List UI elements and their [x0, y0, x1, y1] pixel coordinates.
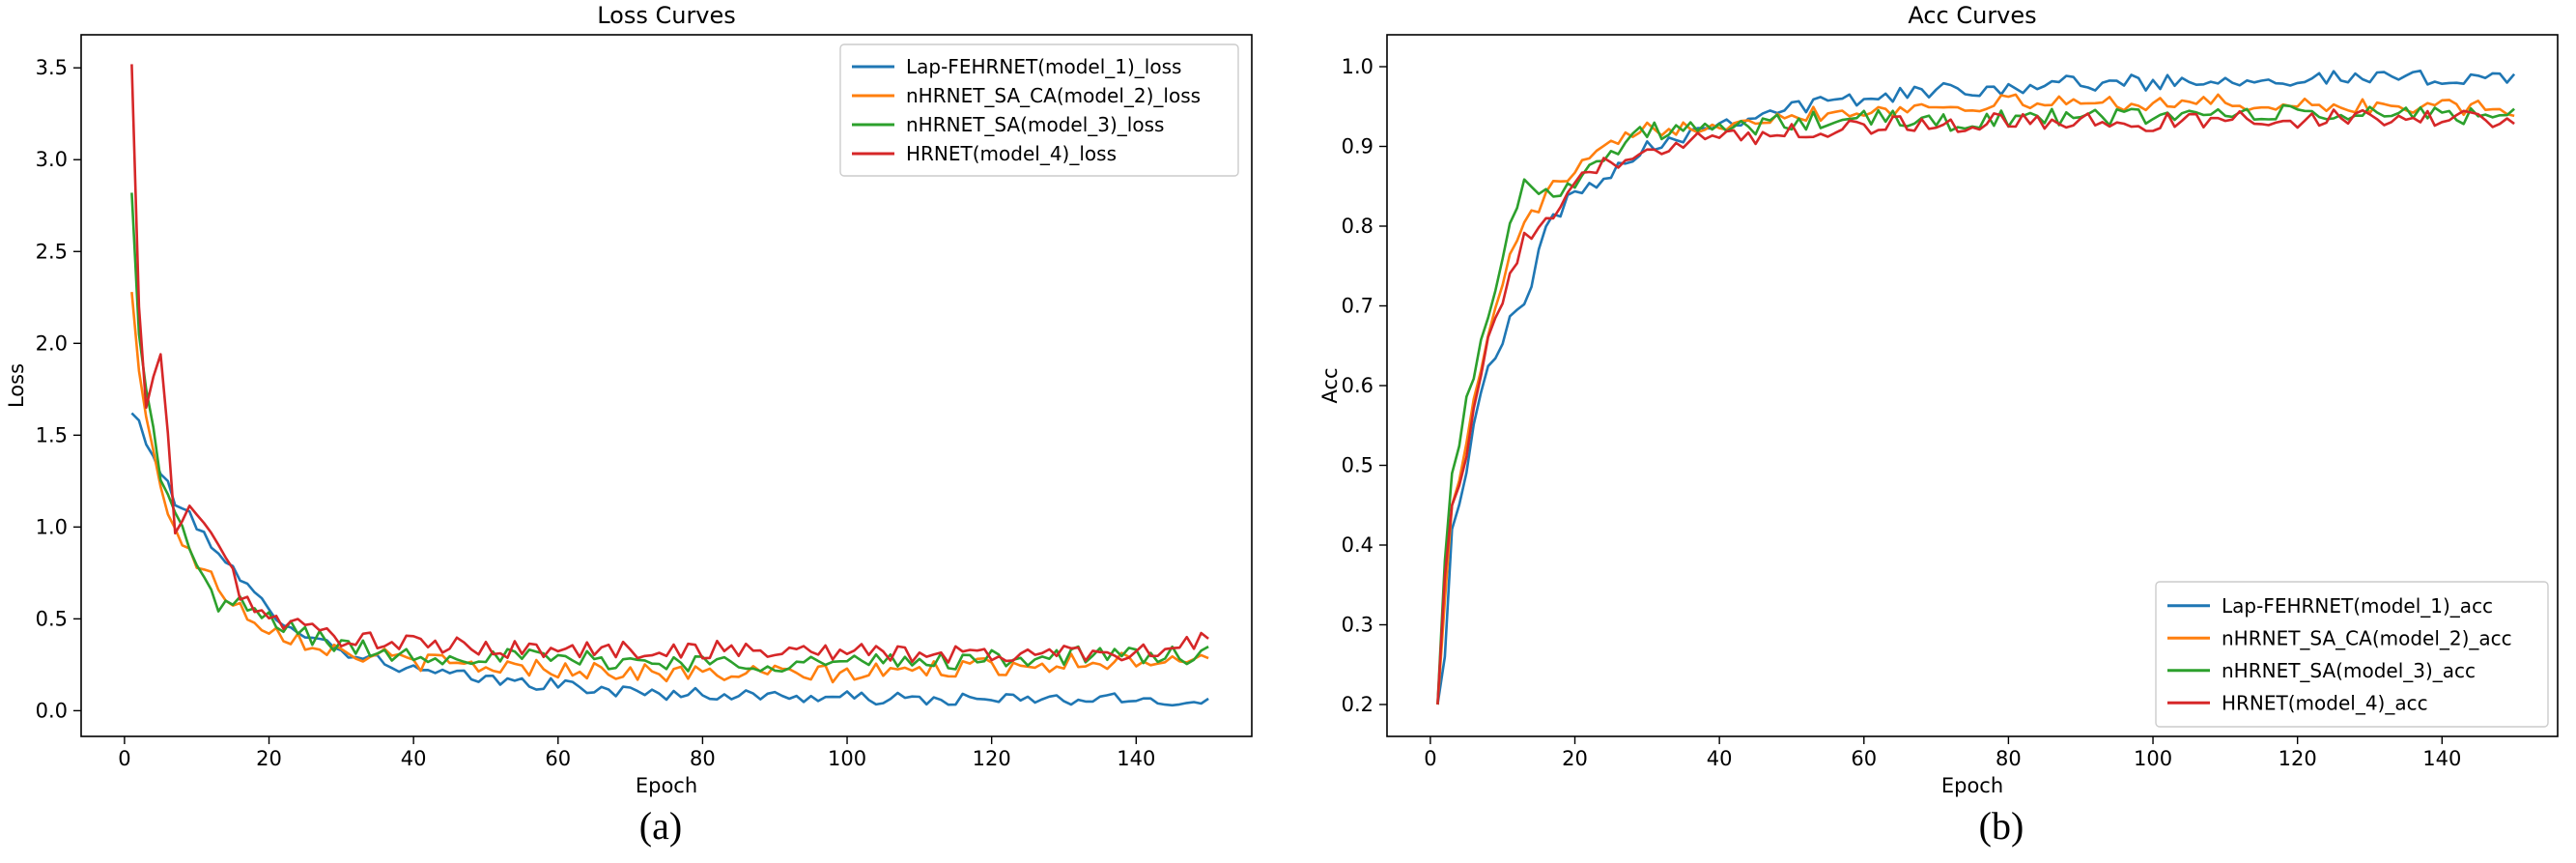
- legend-label: HRNET(model_4)_acc: [2222, 691, 2428, 714]
- y-tick-label: 3.5: [36, 56, 68, 79]
- y-tick-label: 0.5: [36, 607, 68, 630]
- y-tick-label: 0.8: [1342, 215, 1373, 238]
- legend-label: Lap-FEHRNET(model_1)_loss: [906, 55, 1181, 78]
- legend-label: nHRNET_SA_CA(model_2)_acc: [2222, 626, 2512, 649]
- series-lines: [130, 64, 1209, 707]
- y-axis-label: Loss: [5, 363, 28, 408]
- series-lines: [1436, 70, 2516, 705]
- x-tick-label: 60: [1851, 747, 1877, 770]
- y-tick-label: 1.0: [1342, 55, 1373, 78]
- y-tick-label: 2.0: [36, 331, 68, 355]
- legend: Lap-FEHRNET(model_1)_acc nHRNET_SA_CA(mod…: [2155, 581, 2549, 728]
- panel-caption: (b): [1979, 804, 2024, 848]
- y-tick-label: 0.2: [1342, 693, 1373, 716]
- y-tick-label: 0.7: [1342, 295, 1373, 318]
- x-axis-label: Epoch: [636, 774, 697, 797]
- y-tick-label: 1.0: [36, 515, 68, 538]
- legend-label: HRNET(model_4)_loss: [906, 142, 1117, 165]
- y-tick-label: 0.4: [1342, 533, 1373, 557]
- legend-box: [2155, 581, 2549, 728]
- x-tick-label: 20: [256, 747, 282, 770]
- x-tick-label: 140: [2422, 747, 2461, 770]
- y-tick-label: 0.6: [1342, 374, 1373, 397]
- x-tick-label: 40: [1707, 747, 1733, 770]
- chart-title: Loss Curves: [597, 2, 736, 29]
- x-tick-label: 0: [118, 747, 130, 770]
- y-axis-label: Acc: [1318, 367, 1342, 403]
- legend-box: [839, 43, 1239, 177]
- x-tick-label: 120: [2279, 747, 2317, 770]
- series-line-2: [130, 291, 1209, 684]
- series-line-1: [130, 412, 1209, 707]
- x-tick-label: 100: [2134, 747, 2172, 770]
- series-line-4: [130, 64, 1209, 664]
- y-tick-label: 3.0: [36, 148, 68, 171]
- legend-label: Lap-FEHRNET(model_1)_acc: [2222, 594, 2493, 618]
- x-tick-label: 60: [545, 747, 571, 770]
- series-line-4: [1436, 108, 2515, 705]
- legend-label: nHRNET_SA(model_3)_acc: [2222, 659, 2476, 682]
- x-tick-label: 40: [401, 747, 427, 770]
- series-line-3: [130, 192, 1209, 674]
- y-tick-label: 1.5: [36, 423, 68, 446]
- legend: Lap-FEHRNET(model_1)_loss nHRNET_SA_CA(mo…: [839, 43, 1239, 177]
- y-tick-label: 0.9: [1342, 135, 1373, 158]
- legend-label: nHRNET_SA(model_3)_loss: [906, 113, 1164, 136]
- x-tick-label: 140: [1117, 747, 1155, 770]
- y-tick-label: 0.5: [1342, 454, 1373, 477]
- y-tick-label: 0.0: [36, 699, 68, 722]
- panel-caption: (a): [639, 804, 682, 848]
- x-tick-label: 100: [828, 747, 866, 770]
- y-tick-label: 2.5: [36, 240, 68, 263]
- plot-frame: [80, 34, 1253, 737]
- series-line-2: [1436, 93, 2515, 705]
- x-tick-label: 80: [690, 747, 716, 770]
- loss-chart: Loss Curves 0 20 40 60 80 100 120 140 0.0 0.5 1.0 1.…: [5, 2, 1253, 848]
- chart-title: Acc Curves: [1908, 2, 2036, 29]
- x-tick-label: 80: [1996, 747, 2022, 770]
- acc-chart: Acc Curves 0 20 40 60 80 100 120 140 0.2 0.3 0.4 0.5…: [1318, 2, 2559, 848]
- x-axis-label: Epoch: [1941, 774, 2003, 797]
- x-tick-label: 120: [973, 747, 1011, 770]
- legend-label: nHRNET_SA_CA(model_2)_loss: [906, 84, 1201, 107]
- y-tick-label: 0.3: [1342, 614, 1373, 637]
- x-tick-label: 20: [1562, 747, 1588, 770]
- x-tick-label: 0: [1424, 747, 1436, 770]
